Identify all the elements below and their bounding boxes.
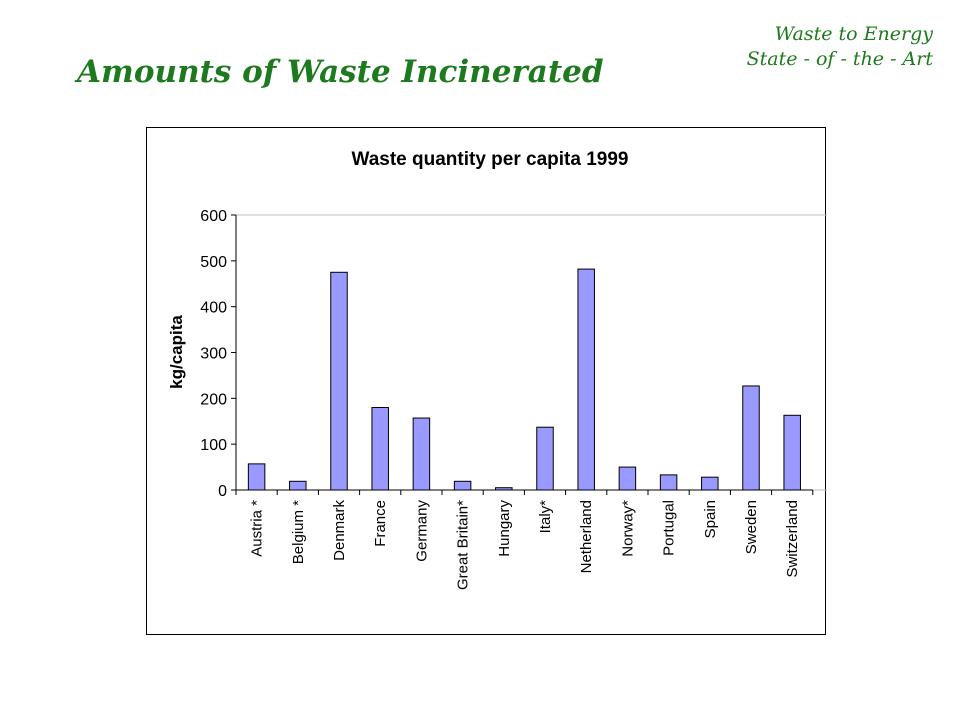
y-tick-label: 400: [200, 300, 227, 317]
header-subtitle: Waste to Energy State - of - the - Art: [747, 22, 933, 72]
y-axis-label: kg/capita: [167, 315, 186, 389]
bar-chart: Waste quantity per capita 1999 kg/capita…: [167, 149, 827, 590]
bar: [453, 480, 472, 491]
bar: [289, 480, 307, 491]
tick-labels: 0 100 200 300 400 500 600 Austria * Belgium * Den…: [200, 208, 801, 590]
y-tick-label: 500: [200, 254, 227, 271]
bar: [330, 271, 348, 491]
x-tick-label: Netherland: [578, 500, 595, 573]
slide-title: Amounts of Waste Incinerated: [77, 54, 604, 90]
y-tick-label: 200: [200, 391, 227, 408]
bar: [412, 417, 431, 491]
y-tick-label: 300: [200, 346, 227, 363]
x-tick-label: France: [372, 500, 389, 547]
bar: [371, 407, 389, 491]
x-tick-label: Germany: [413, 500, 430, 562]
x-tick-label: Portugal: [661, 500, 678, 556]
bar: [495, 487, 513, 491]
bar: [536, 426, 554, 491]
x-tick-label: Italy*: [537, 500, 554, 534]
bar: [783, 414, 801, 491]
bar: [577, 268, 595, 491]
x-tick-label: Great Britain*: [455, 500, 472, 590]
x-tick-label: Sweden: [743, 500, 760, 554]
x-tick-label: Belgium *: [290, 500, 307, 564]
x-tick-label: Hungary: [496, 500, 513, 557]
bar: [247, 463, 266, 491]
y-tick-label: 100: [200, 437, 227, 454]
header-line-2: State - of - the - Art: [746, 48, 933, 70]
x-tick-label: Denmark: [331, 500, 348, 561]
x-tick-label: Norway*: [619, 500, 636, 557]
x-tick-label: Spain: [702, 500, 719, 538]
bar: [618, 466, 637, 491]
bar: [659, 474, 678, 491]
axes: [231, 214, 814, 495]
bar: [742, 385, 760, 491]
y-tick-label: 0: [218, 483, 227, 500]
x-tick-label: Austria *: [249, 500, 266, 557]
chart-title: Waste quantity per capita 1999: [351, 149, 628, 170]
bars: [247, 268, 801, 491]
bar: [701, 476, 719, 491]
header-line-1: Waste to Energy: [774, 23, 933, 45]
plot-area: [235, 214, 827, 491]
chart-frame: Waste quantity per capita 1999 kg/capita…: [146, 127, 827, 635]
x-tick-label: Switzerland: [784, 500, 801, 578]
y-tick-label: 600: [200, 208, 227, 225]
